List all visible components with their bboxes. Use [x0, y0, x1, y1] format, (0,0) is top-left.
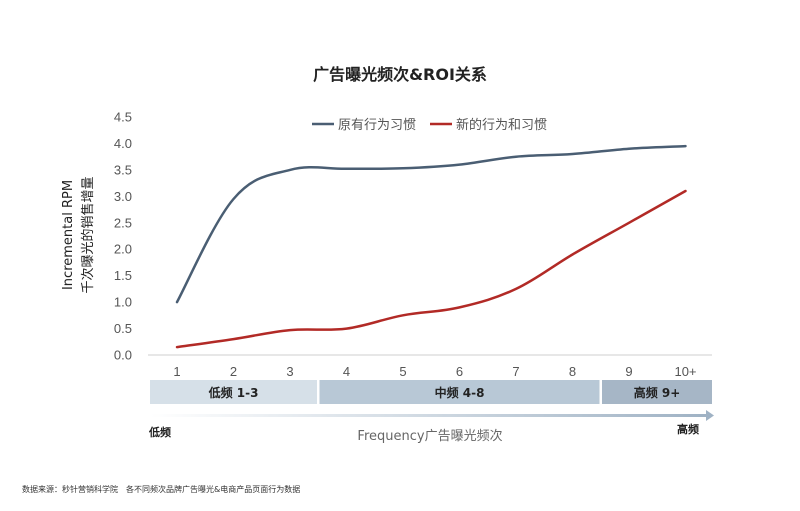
- frequency-band-label: 高频 9+: [634, 385, 681, 400]
- x-tick-label: 3: [286, 364, 293, 379]
- frequency-arrow: [150, 410, 714, 421]
- x-tick-label: 2: [230, 364, 237, 379]
- y-tick-label: 1.5: [114, 268, 132, 283]
- frequency-band-label: 低频 1-3: [208, 385, 259, 400]
- frequency-band: [602, 380, 712, 404]
- frequency-band-label: 中频 4-8: [435, 385, 485, 400]
- y-axis-label: Incremental RPM 千次曝光的销售增量: [61, 176, 96, 293]
- source-note: 数据来源：秒针营销科学院 各不同频次品牌广告曝光&电商产品页面行为数据: [22, 484, 300, 494]
- y-tick-label: 1.0: [114, 295, 132, 310]
- legend-label: 新的行为和习惯: [456, 117, 547, 133]
- series-line-1: [175, 144, 687, 304]
- y-tick-label: 2.0: [114, 242, 132, 257]
- y-tick-label: 3.0: [114, 189, 132, 204]
- axis-end-label: 高频: [677, 422, 699, 436]
- frequency-bands: 低频 1-3 中频 4-8 高频 9+: [150, 380, 712, 404]
- y-tick-label: 4.5: [114, 110, 132, 125]
- frequency-band: [319, 380, 600, 404]
- chart-title: 广告曝光频次&ROI关系: [313, 65, 487, 84]
- y-axis-label-line1: Incremental RPM: [61, 180, 76, 290]
- y-ticks: 0.0 0.5 1.0 1.5 2.0 2.5 3.0 3.5 4.0 4.5: [114, 110, 132, 363]
- x-tick-label: 8: [569, 364, 576, 379]
- axis-start-label: 低频: [148, 425, 171, 439]
- y-axis-label-line2: 千次曝光的销售增量: [80, 176, 96, 293]
- x-tick-label: 5: [399, 364, 406, 379]
- y-tick-label: 3.5: [114, 162, 132, 177]
- legend: 原有行为习惯 新的行为和习惯: [312, 117, 547, 133]
- x-tick-label: 10+: [674, 364, 696, 379]
- series-line-2: [175, 189, 687, 349]
- y-tick-label: 4.0: [114, 136, 132, 151]
- frequency-band: [150, 380, 317, 404]
- x-tick-label: 4: [343, 364, 350, 379]
- x-tick-label: 7: [512, 364, 519, 379]
- x-axis-label: Frequency广告曝光频次: [357, 428, 502, 444]
- y-tick-label: 2.5: [114, 215, 132, 230]
- y-tick-label: 0.0: [114, 348, 132, 363]
- x-tick-label: 1: [173, 364, 180, 379]
- x-tick-label: 9: [625, 364, 632, 379]
- y-tick-label: 0.5: [114, 321, 132, 336]
- x-ticks: 1 2 3 4 5 6 7 8 9 10+: [173, 364, 696, 379]
- series-group: [175, 144, 687, 349]
- x-tick-label: 6: [456, 364, 463, 379]
- legend-label: 原有行为习惯: [338, 117, 416, 133]
